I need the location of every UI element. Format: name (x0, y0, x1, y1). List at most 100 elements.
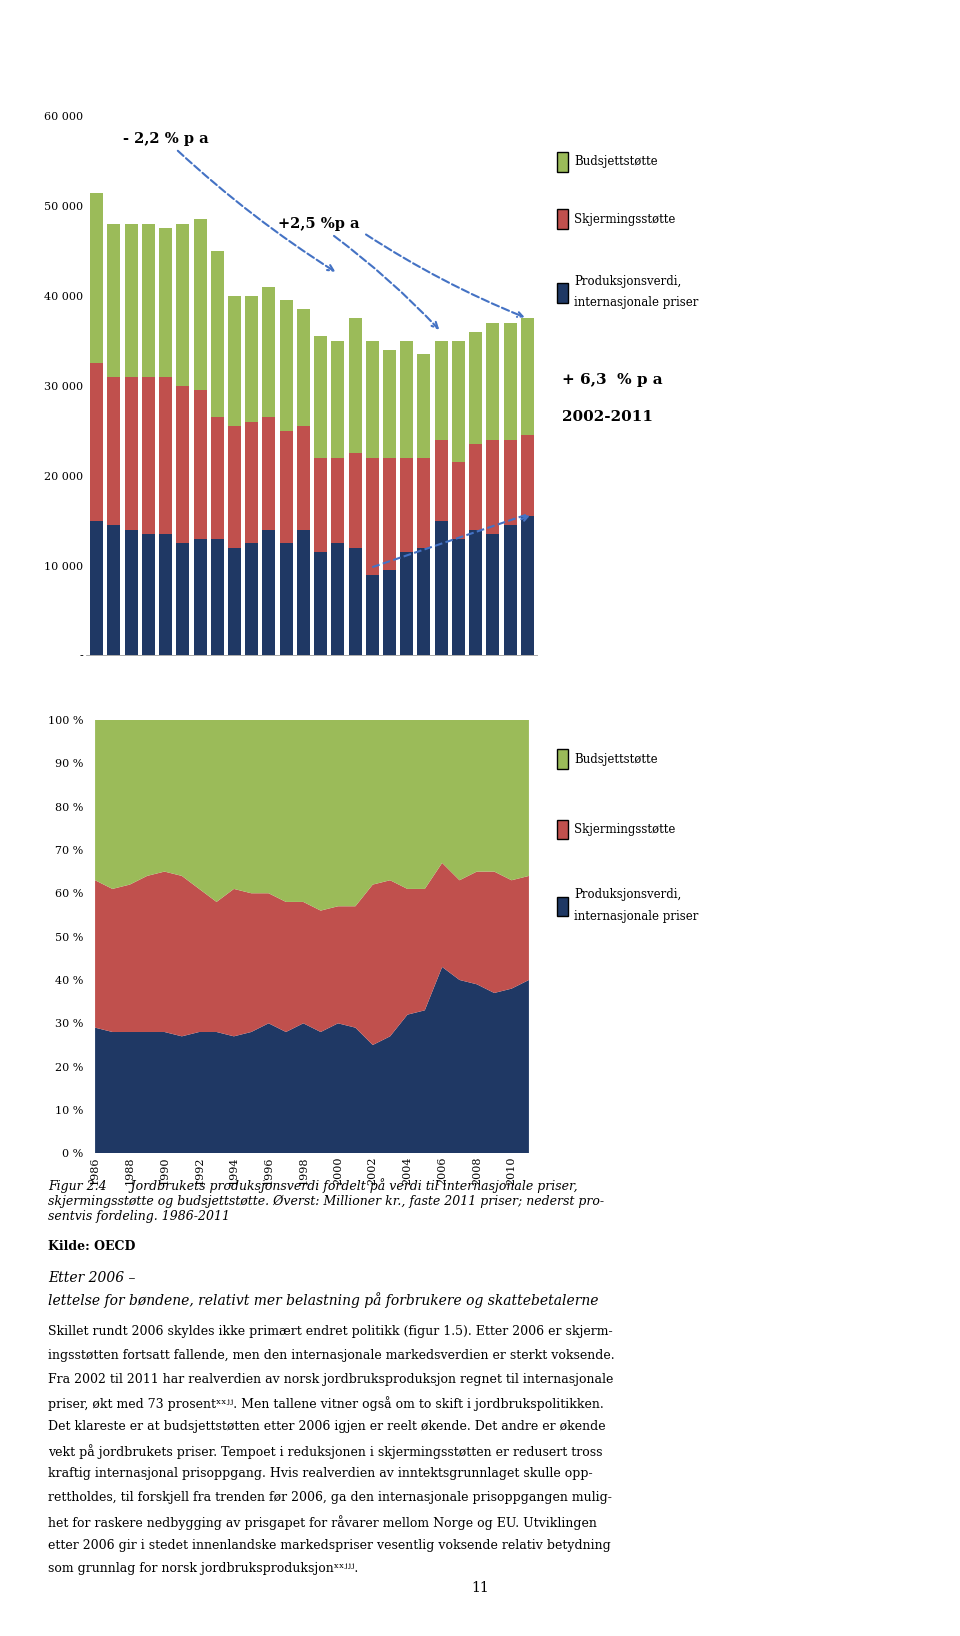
Bar (383, 458, 396, 569)
Bar (125, 376, 137, 530)
Bar (194, 538, 206, 656)
Bar (452, 461, 465, 538)
Text: Produksjonsverdi,: Produksjonsverdi, (574, 888, 682, 901)
Bar (348, 548, 362, 656)
Bar (383, 569, 396, 656)
Bar (211, 417, 224, 538)
Text: vekt på jordbrukets priser. Tempoet i reduksjonen i skjermingsstøtten er reduser: vekt på jordbrukets priser. Tempoet i re… (48, 1445, 603, 1459)
Bar (487, 322, 499, 440)
Text: priser, økt med 73 prosentˣˣʲʲ. Men tallene vitner også om to skift i jordbruksp: priser, økt med 73 prosentˣˣʲʲ. Men tall… (48, 1397, 604, 1412)
Bar (108, 224, 120, 376)
Text: Skjermingsstøtte: Skjermingsstøtte (574, 823, 676, 836)
Bar (194, 391, 206, 538)
Text: het for raskere nedbygging av prisgapet for råvarer mellom Norge og EU. Utviklin: het for raskere nedbygging av prisgapet … (48, 1515, 597, 1530)
Text: Budsjettstøtte: Budsjettstøtte (574, 753, 658, 766)
Text: Figur 2.4      Jordbrukets produksjonsverdi fordelt på verdi til internasjonale : Figur 2.4 Jordbrukets produksjonsverdi f… (48, 1178, 604, 1224)
Text: etter 2006 gir i stedet innenlandske markedspriser vesentlig voksende relativ be: etter 2006 gir i stedet innenlandske mar… (48, 1538, 611, 1551)
Text: Etter 2006 –: Etter 2006 – (48, 1271, 135, 1286)
Bar (245, 422, 258, 543)
Bar (125, 530, 137, 656)
Bar (211, 538, 224, 656)
Text: Kilde: OECD: Kilde: OECD (48, 1240, 135, 1253)
Bar (297, 309, 310, 427)
Bar (108, 376, 120, 525)
Bar (331, 543, 345, 656)
Bar (314, 551, 327, 656)
Bar (383, 350, 396, 458)
Bar (142, 376, 155, 533)
Bar (279, 543, 293, 656)
Bar (159, 533, 172, 656)
Bar (90, 193, 103, 363)
Text: + 6,3  % p a: + 6,3 % p a (562, 373, 662, 386)
Bar (228, 296, 241, 427)
Bar (469, 445, 482, 530)
Bar (331, 458, 345, 543)
Bar (125, 224, 137, 376)
Bar (262, 417, 276, 530)
Bar (90, 520, 103, 656)
Text: Skjermingsstøtte: Skjermingsstøtte (574, 213, 676, 226)
Bar (418, 458, 430, 548)
Bar (228, 548, 241, 656)
Bar (400, 340, 413, 458)
Text: ingsstøtten fortsatt fallende, men den internasjonale markedsverdien er sterkt v: ingsstøtten fortsatt fallende, men den i… (48, 1348, 614, 1361)
Bar (159, 376, 172, 533)
Bar (90, 363, 103, 520)
Bar (521, 319, 534, 435)
Bar (435, 520, 447, 656)
Text: Skillet rundt 2006 skyldes ikke primært endret politikk (figur 1.5). Etter 2006 : Skillet rundt 2006 skyldes ikke primært … (48, 1325, 612, 1338)
Text: rettholdes, til forskjell fra trenden før 2006, ga den internasjonale prisoppgan: rettholdes, til forskjell fra trenden fø… (48, 1492, 612, 1503)
Text: Produksjonsverdi,: Produksjonsverdi, (574, 275, 682, 288)
Bar (314, 337, 327, 458)
Text: som grunnlag for norsk jordbruksproduksjonˣˣʲʲʲ.: som grunnlag for norsk jordbruksproduksj… (48, 1562, 358, 1575)
Bar (435, 440, 447, 520)
Bar (452, 538, 465, 656)
Bar (279, 430, 293, 543)
Bar (211, 250, 224, 417)
Bar (177, 386, 189, 543)
Bar (142, 224, 155, 376)
Bar (331, 340, 345, 458)
Text: - 2,2 % p a: - 2,2 % p a (123, 133, 333, 270)
Bar (262, 530, 276, 656)
Bar (469, 332, 482, 445)
Text: Fra 2002 til 2011 har realverdien av norsk jordbruksproduksjon regnet til intern: Fra 2002 til 2011 har realverdien av nor… (48, 1373, 613, 1386)
Bar (177, 224, 189, 386)
Text: +2,5 %p a: +2,5 %p a (277, 218, 438, 329)
Bar (521, 435, 534, 515)
Bar (504, 525, 516, 656)
Bar (297, 530, 310, 656)
Bar (245, 543, 258, 656)
Bar (418, 355, 430, 458)
Text: internasjonale priser: internasjonale priser (574, 910, 699, 923)
Bar (504, 440, 516, 525)
Bar (521, 515, 534, 656)
Text: lettelse for bøndene, relativt mer belastning på forbrukere og skattebetalerne: lettelse for bøndene, relativt mer belas… (48, 1292, 598, 1309)
Bar (262, 286, 276, 417)
Bar (366, 574, 379, 656)
Bar (297, 427, 310, 530)
Text: Budsjettstøtte: Budsjettstøtte (574, 155, 658, 169)
Bar (435, 340, 447, 440)
Bar (400, 551, 413, 656)
Bar (245, 296, 258, 422)
Bar (142, 533, 155, 656)
Bar (452, 340, 465, 461)
Bar (228, 427, 241, 548)
Bar (366, 340, 379, 458)
Bar (366, 458, 379, 574)
Bar (314, 458, 327, 551)
Text: 11: 11 (471, 1580, 489, 1595)
Bar (159, 229, 172, 376)
Bar (348, 453, 362, 548)
Bar (177, 543, 189, 656)
Bar (469, 530, 482, 656)
Text: kraftig internasjonal prisoppgang. Hvis realverdien av inntektsgrunnlaget skulle: kraftig internasjonal prisoppgang. Hvis … (48, 1467, 592, 1481)
Bar (487, 440, 499, 533)
Bar (279, 301, 293, 430)
Text: internasjonale priser: internasjonale priser (574, 296, 699, 309)
Text: 2002-2011: 2002-2011 (562, 411, 653, 424)
Bar (504, 322, 516, 440)
Bar (418, 548, 430, 656)
